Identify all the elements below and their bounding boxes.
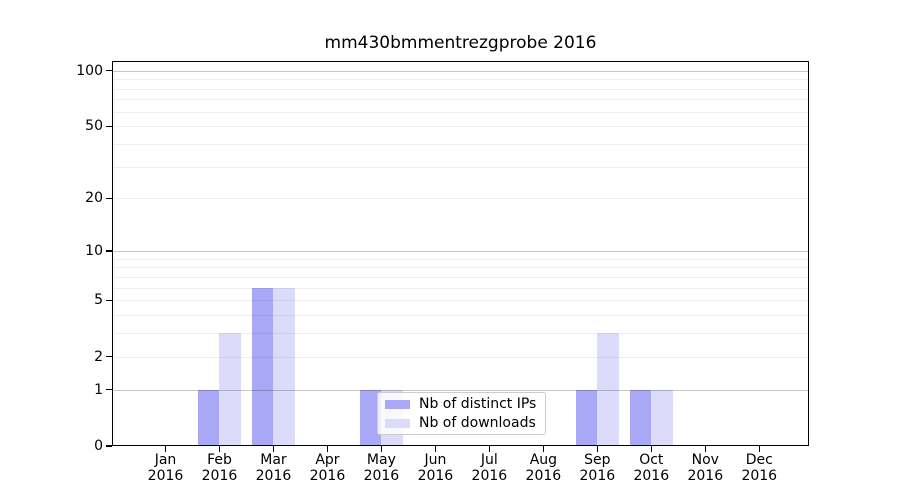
y-tick-mark xyxy=(106,250,112,252)
gridline-minor xyxy=(112,300,809,302)
x-tick-label: Jul 2016 xyxy=(471,452,508,484)
legend-label: Nb of distinct IPs xyxy=(419,396,537,412)
x-tick-mark xyxy=(326,446,329,452)
x-tick-label: Feb 2016 xyxy=(201,452,238,484)
y-tick-label: 0 xyxy=(94,438,103,454)
gridline-minor xyxy=(112,166,809,168)
legend-swatch-distinct-ips xyxy=(385,399,410,409)
bar-distinct-ips xyxy=(359,389,382,446)
x-tick-mark xyxy=(704,446,706,452)
x-tick-mark xyxy=(434,446,436,452)
x-tick-mark xyxy=(380,446,382,452)
gridline-minor xyxy=(112,144,809,146)
bar-downloads xyxy=(219,333,242,446)
gridline-minor xyxy=(112,126,809,128)
y-tick-label: 2 xyxy=(94,348,103,365)
bar-downloads xyxy=(597,333,619,446)
y-tick-mark xyxy=(106,70,112,72)
x-tick-mark xyxy=(218,446,221,452)
x-tick-label: Nov 2016 xyxy=(687,452,724,484)
bar-downloads xyxy=(273,287,296,446)
x-tick-label: Jan 2016 xyxy=(147,452,184,484)
y-tick-label: 1 xyxy=(94,381,103,398)
x-tick-label: Jun 2016 xyxy=(417,452,454,484)
y-tick-mark xyxy=(106,125,112,127)
y-tick-mark xyxy=(106,389,112,391)
legend-label: Nb of downloads xyxy=(419,415,536,431)
x-tick-mark xyxy=(164,446,167,452)
gridline-major xyxy=(112,70,809,72)
y-tick-label: 5 xyxy=(94,292,103,309)
gridline-minor xyxy=(112,267,809,269)
gridline-minor xyxy=(112,79,809,81)
bar-distinct-ips xyxy=(251,287,274,446)
gridline-minor xyxy=(112,287,809,289)
chart-title: mm430bmmentrezgprobe 2016 xyxy=(324,33,597,53)
gridline-major xyxy=(112,251,809,253)
legend-swatch-downloads xyxy=(385,418,410,428)
gridline-minor xyxy=(112,356,809,358)
grid-layer xyxy=(112,61,809,446)
gridline-minor xyxy=(112,111,809,113)
bar-distinct-ips xyxy=(575,389,598,446)
y-tick-mark xyxy=(106,445,112,447)
gridline-minor xyxy=(112,315,809,317)
legend-item: Nb of distinct IPs xyxy=(385,396,545,412)
x-tick-label: Mar 2016 xyxy=(255,452,292,484)
x-tick-mark xyxy=(542,446,544,452)
x-tick-mark xyxy=(272,446,275,452)
y-tick-mark xyxy=(106,197,112,200)
x-tick-label: Apr 2016 xyxy=(309,452,346,484)
bar-distinct-ips xyxy=(197,389,220,446)
x-tick-label: May 2016 xyxy=(363,452,400,484)
gridline-minor xyxy=(112,258,809,260)
x-tick-label: Aug 2016 xyxy=(525,452,562,484)
gridline-minor xyxy=(112,198,809,200)
gridline-minor xyxy=(112,88,809,90)
gridline-minor xyxy=(112,276,809,278)
y-tick-mark xyxy=(106,299,112,301)
legend: Nb of distinct IPs Nb of downloads xyxy=(377,392,546,435)
y-tick-mark xyxy=(106,356,112,358)
y-tick-label: 20 xyxy=(85,190,103,207)
plot-area xyxy=(112,61,809,446)
x-tick-mark xyxy=(596,446,598,452)
x-tick-label: Oct 2016 xyxy=(633,452,670,484)
x-tick-mark xyxy=(488,446,490,452)
x-tick-label: Dec 2016 xyxy=(741,452,778,484)
x-tick-label: Sep 2016 xyxy=(579,452,616,484)
bar-distinct-ips xyxy=(629,389,652,446)
gridline-minor xyxy=(112,99,809,101)
x-tick-mark xyxy=(650,446,652,452)
gridline-minor xyxy=(112,333,809,335)
x-tick-mark xyxy=(758,446,760,452)
y-tick-label: 100 xyxy=(76,62,103,79)
y-tick-label: 50 xyxy=(85,118,103,135)
y-tick-label: 10 xyxy=(85,243,103,260)
legend-item: Nb of downloads xyxy=(385,415,545,431)
gridline-major xyxy=(112,389,809,391)
bar-downloads xyxy=(651,389,673,446)
